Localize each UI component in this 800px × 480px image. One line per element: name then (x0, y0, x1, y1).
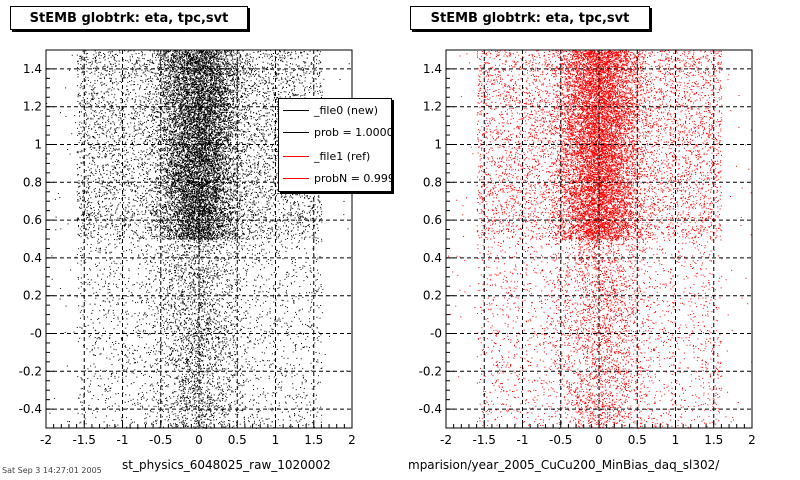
y-tick-label: 0.2 (423, 289, 442, 303)
legend-entry-probn: probN = 0.999357 (283, 169, 391, 187)
y-tick-label: -0 (430, 327, 442, 341)
legend-line-red (283, 155, 309, 157)
legend-entry-file0: _file0 (new) (283, 101, 378, 119)
legend-entry-file1: _file1 (ref) (283, 147, 370, 165)
legend: _file0 (new) prob = 1.000000 _file1 (ref… (278, 98, 392, 192)
legend-entry-prob: prob = 1.000000 (283, 123, 391, 141)
x-tick-label: 0 (195, 433, 203, 447)
y-tick-label: 0.6 (23, 213, 42, 227)
legend-line-black (283, 131, 309, 133)
y-tick-label: 1 (34, 138, 42, 152)
x-tick-label: -2 (440, 433, 452, 447)
x-tick-label: 1 (672, 433, 680, 447)
x-tick-label: -0.5 (549, 433, 572, 447)
y-tick-label: -0.4 (419, 402, 442, 416)
x-tick-label: -2 (40, 433, 52, 447)
y-tick-label: 1.4 (423, 62, 442, 76)
x-axis-label-right: mparision/year_2005_CuCu200_MinBias_daq_… (408, 458, 728, 472)
chart-title-right: StEMB globtrk: eta, tpc,svt (410, 6, 650, 30)
x-tick-label: -1 (517, 433, 529, 447)
x-tick-label: -1 (117, 433, 129, 447)
x-tick-label: 1.5 (304, 433, 323, 447)
chart-title-left: StEMB globtrk: eta, tpc,svt (10, 6, 248, 30)
x-tick-label: 0.5 (228, 433, 247, 447)
legend-label: probN = 0.999357 (314, 171, 391, 185)
y-tick-label: -0.2 (419, 364, 442, 378)
y-tick-label: 0.6 (423, 213, 442, 227)
y-tick-label: 0.8 (23, 175, 42, 189)
x-tick-label: -1.5 (473, 433, 496, 447)
legend-line-red (283, 177, 309, 179)
scatter-points (448, 50, 753, 429)
y-tick-label: 1.2 (23, 100, 42, 114)
x-axis-label-right-text: mparision/year_2005_CuCu200_MinBias_daq_… (408, 458, 720, 472)
timestamp-text: Sat Sep 3 14:27:01 2005 (2, 466, 102, 475)
x-tick-label: 1.5 (704, 433, 723, 447)
y-tick-label: 1.4 (23, 62, 42, 76)
x-tick-label: 0 (595, 433, 603, 447)
legend-label: _file1 (ref) (314, 149, 371, 163)
y-tick-label: -0.4 (19, 402, 42, 416)
scatter-point-cloud (448, 50, 753, 429)
y-tick-label: 0.2 (23, 289, 42, 303)
x-axis-label-left: st_physics_6048025_raw_1020002 (122, 458, 331, 472)
y-tick-label: -0 (30, 327, 42, 341)
x-tick-label: 2 (348, 433, 356, 447)
x-tick-label: 0.5 (628, 433, 647, 447)
legend-line-black (283, 109, 309, 111)
y-tick-label: -0.2 (19, 364, 42, 378)
y-tick-label: 0.8 (423, 175, 442, 189)
y-tick-label: 0.4 (23, 251, 42, 265)
x-tick-label: 2 (748, 433, 756, 447)
y-tick-label: 1 (434, 138, 442, 152)
legend-label: prob = 1.000000 (314, 125, 391, 139)
legend-label: _file0 (new) (314, 103, 379, 117)
y-tick-label: 1.2 (423, 100, 442, 114)
x-tick-label: -0.5 (149, 433, 172, 447)
y-tick-label: 0.4 (423, 251, 442, 265)
grid-lines (446, 50, 752, 428)
x-tick-label: -1.5 (73, 433, 96, 447)
x-tick-label: 1 (272, 433, 280, 447)
